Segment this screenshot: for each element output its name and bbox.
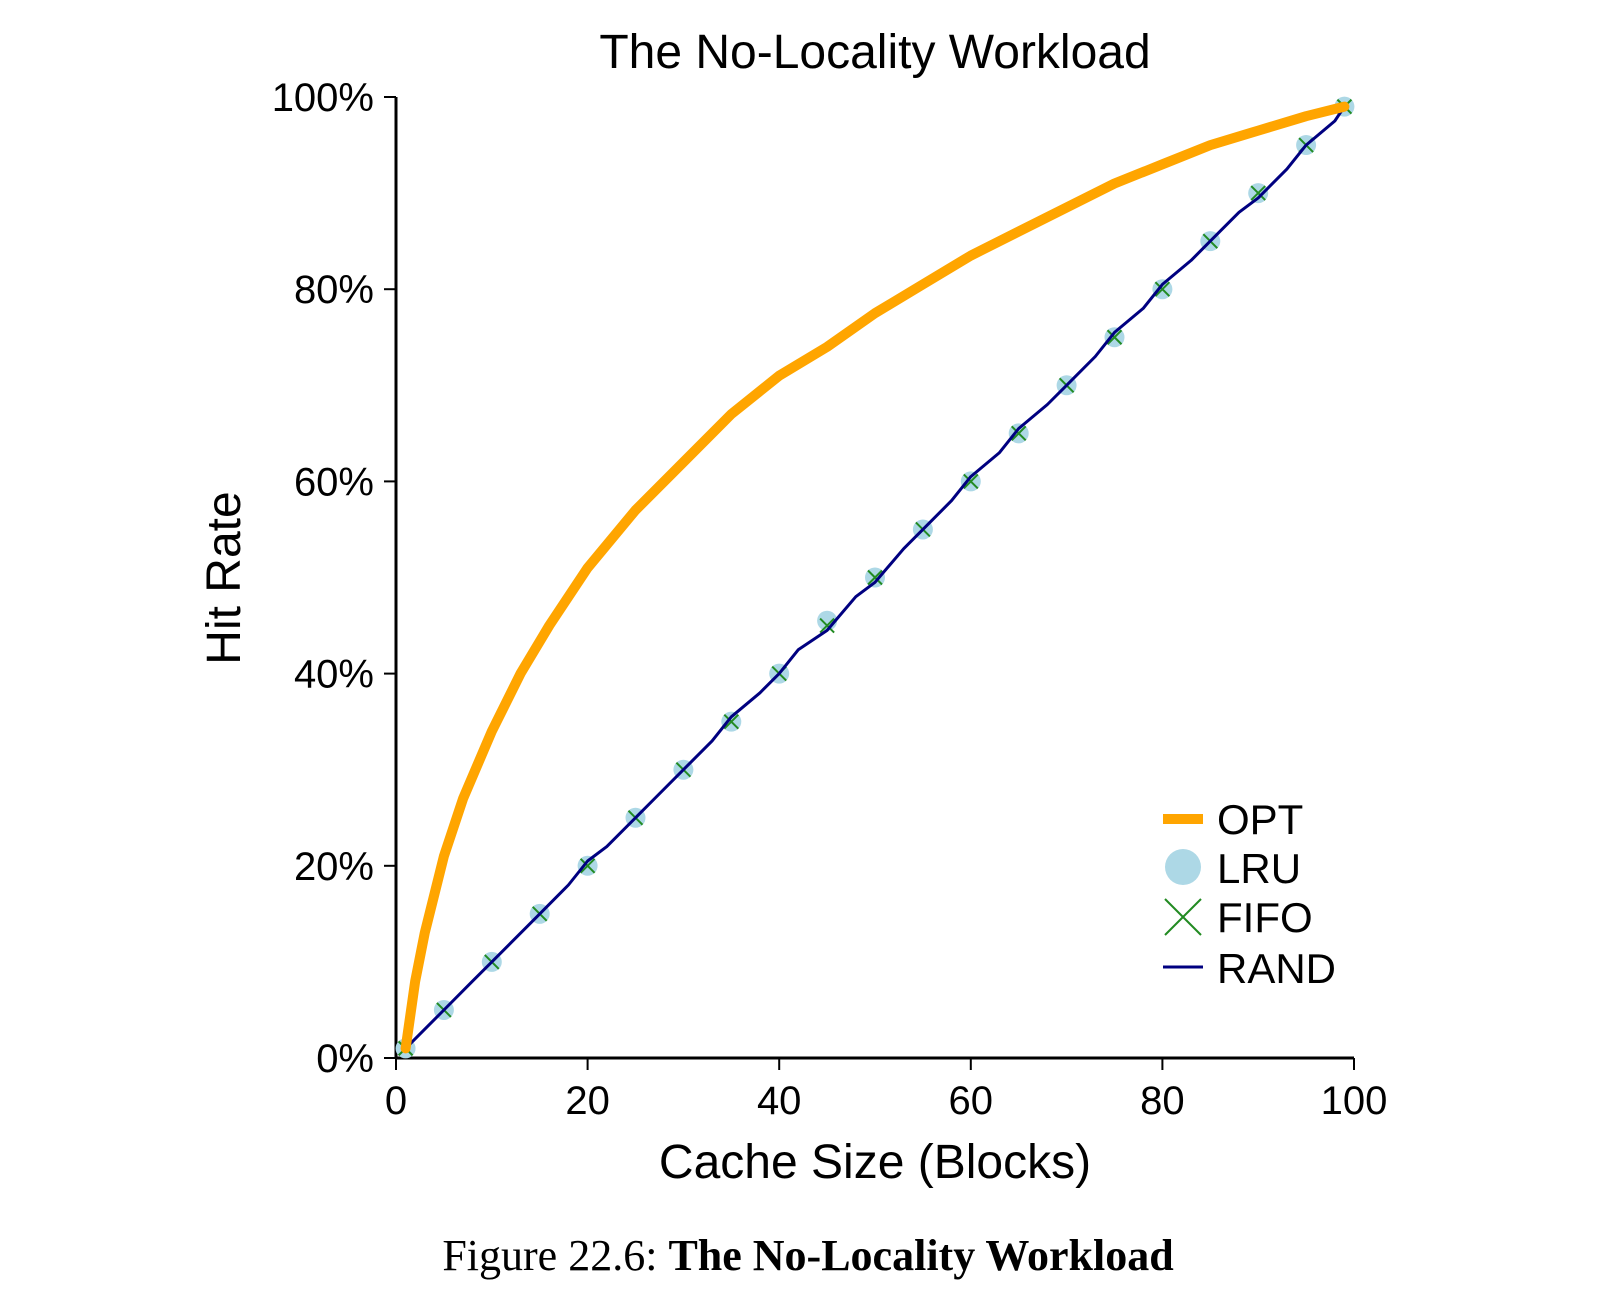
- opt-line: [400, 101, 1350, 1054]
- fifo-point: [1010, 425, 1027, 442]
- legend-label-fifo: FIFO: [1217, 894, 1313, 941]
- ticks: 0 20 40 60 80 100 0% 20% 40% 60% 80% 100%: [272, 76, 1388, 1123]
- fifo-point: [963, 473, 979, 490]
- legend-label-opt: OPT: [1217, 796, 1303, 843]
- y-axis-label: Hit Rate: [198, 491, 251, 664]
- x-tick-label: 60: [949, 1079, 994, 1123]
- series-layer: [395, 96, 1355, 1059]
- legend: OPT LRU FIFO RAND: [1163, 796, 1336, 992]
- fifo-point: [819, 617, 835, 634]
- legend-swatch-opt: [1163, 814, 1203, 824]
- x-tick-label: 40: [757, 1079, 802, 1123]
- x-tick-label: 0: [385, 1079, 407, 1123]
- legend-label-lru: LRU: [1217, 845, 1301, 892]
- figure-caption: Figure 22.6: The No-Locality Workload: [0, 1230, 1616, 1281]
- y-tick-label: 80%: [294, 268, 374, 312]
- fifo-point: [1106, 329, 1123, 345]
- fifo-point: [579, 858, 596, 874]
- legend-swatch-lru: [1165, 849, 1201, 885]
- y-tick-label: 40%: [294, 653, 374, 697]
- y-tick-label: 20%: [294, 845, 374, 889]
- y-tick-label: 100%: [272, 76, 374, 120]
- caption-title: The No-Locality Workload: [668, 1231, 1174, 1280]
- axes: [394, 97, 1354, 1060]
- y-tick-label: 0%: [316, 1037, 374, 1081]
- rand-line: [404, 105, 1346, 1050]
- legend-swatch-fifo: [1164, 898, 1202, 936]
- fifo-point: [723, 713, 740, 730]
- chart-title: The No-Locality Workload: [599, 26, 1150, 79]
- x-tick-label: 80: [1140, 1079, 1185, 1123]
- legend-label-rand: RAND: [1217, 945, 1336, 992]
- fifo-point: [1154, 281, 1171, 297]
- caption-prefix: Figure 22.6:: [442, 1231, 669, 1280]
- x-tick-label: 20: [565, 1079, 610, 1123]
- x-tick-label: 100: [1321, 1079, 1388, 1123]
- y-tick-label: 60%: [294, 460, 374, 504]
- x-axis-label: Cache Size (Blocks): [659, 1136, 1091, 1189]
- fifo-point: [867, 569, 883, 586]
- fifo-point: [1250, 185, 1266, 201]
